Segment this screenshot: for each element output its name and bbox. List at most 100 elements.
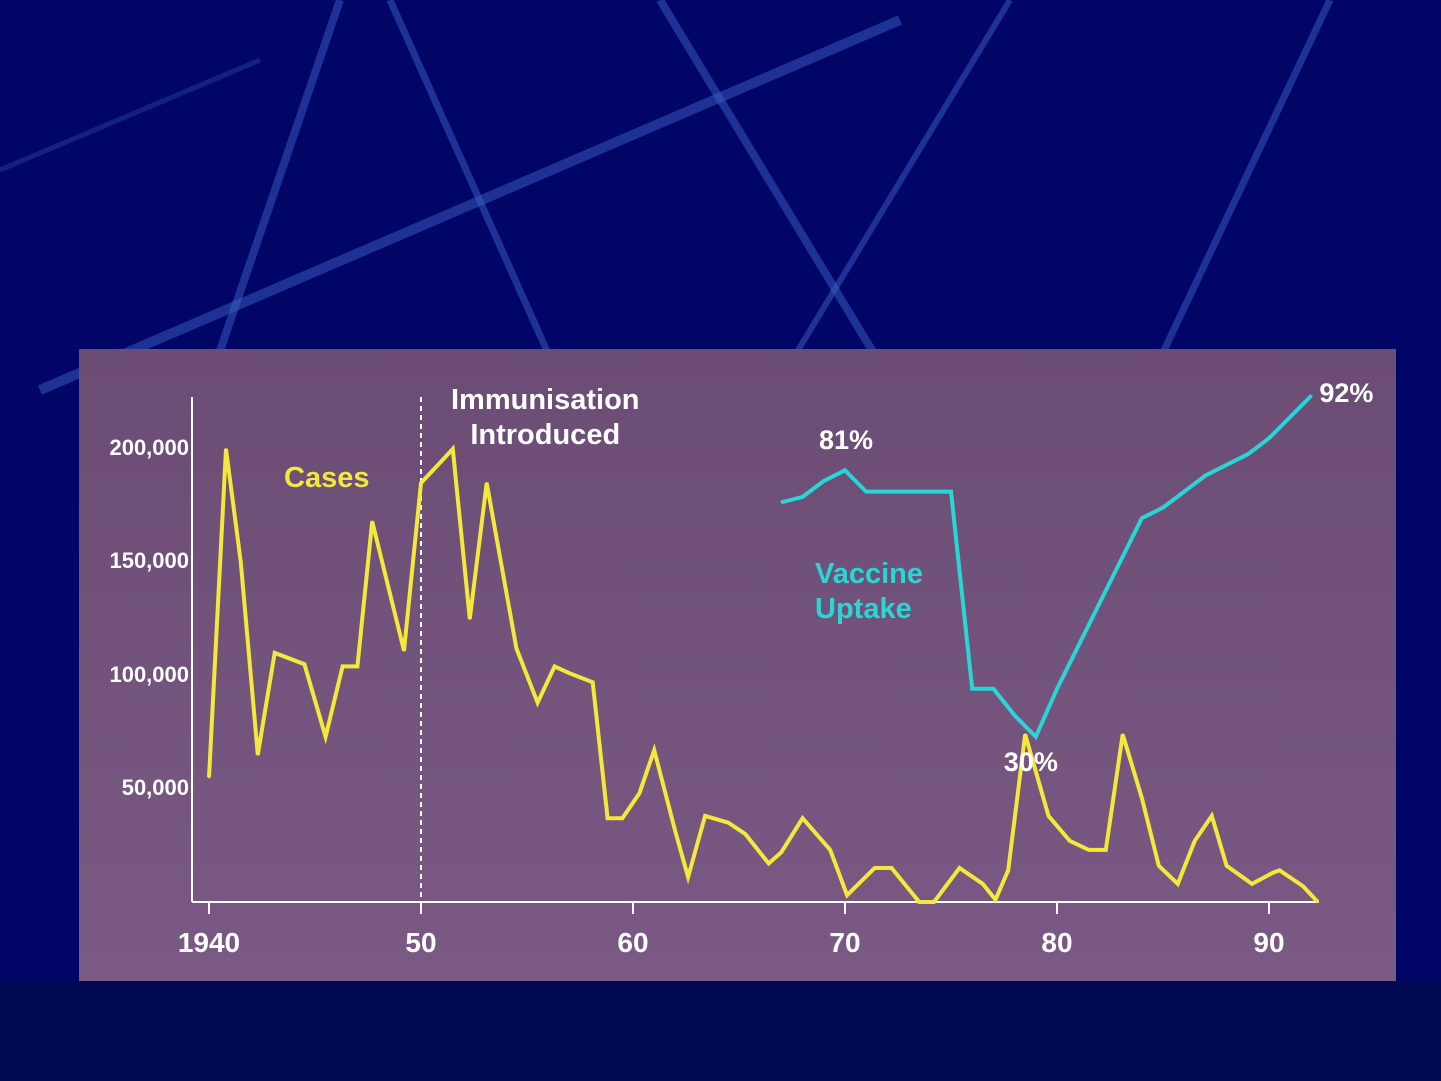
series-0-point: [801, 817, 804, 820]
series-0-point: [744, 833, 747, 836]
series-0-point: [1272, 871, 1275, 874]
series-0-point: [303, 663, 306, 666]
series-label: Cases: [284, 461, 369, 496]
series-0-point: [436, 463, 439, 466]
series-0-point: [451, 448, 454, 450]
series-0-point: [239, 561, 242, 564]
series-0-point: [1301, 885, 1304, 888]
series-0-point: [1157, 864, 1160, 867]
axes: [191, 397, 1319, 914]
series-0-point: [468, 617, 471, 620]
series-0-point: [687, 876, 690, 879]
series-0-point: [591, 681, 594, 684]
plot-area: [191, 394, 1320, 914]
series-1-point: [1289, 415, 1292, 418]
series-0-point: [1007, 869, 1010, 872]
series-1-point: [886, 490, 889, 493]
series-1-point: [1204, 474, 1207, 477]
series-0-point: [829, 848, 832, 851]
series-0-point: [873, 867, 876, 870]
series-0-point: [256, 753, 259, 756]
series-0-point: [568, 672, 571, 675]
series-1-point: [1119, 559, 1122, 562]
series-0-point: [403, 649, 406, 652]
y-tick-label: 100,000: [109, 661, 189, 687]
series-1-point: [1183, 490, 1186, 493]
series-0-point: [420, 481, 422, 484]
series-0-point: [780, 851, 783, 854]
series-1-point: [865, 490, 868, 493]
x-tick-label: 60: [617, 927, 649, 958]
series-1-point: [822, 479, 825, 482]
series-1-point: [907, 490, 910, 493]
series-0-point: [1176, 882, 1179, 885]
series-layer: [207, 394, 1320, 904]
series-0-point: [606, 817, 609, 820]
series-0-point: [727, 821, 730, 824]
series-line-1: [780, 394, 1313, 741]
series-1-point: [1077, 645, 1080, 648]
series-0-point: [1121, 733, 1124, 736]
series-0-point: [273, 651, 276, 654]
series-0-point: [674, 830, 677, 833]
series-1-point: [928, 490, 931, 493]
series-1-point: [950, 490, 952, 493]
series-0-point: [890, 867, 893, 870]
series-0-point: [653, 749, 656, 752]
series-1-point: [1140, 517, 1143, 520]
series-0-point: [324, 735, 327, 738]
x-tick-label: 1940: [177, 927, 241, 958]
data-label: 81%: [819, 425, 874, 456]
series-line-0: [207, 444, 1320, 904]
series-0-point: [1210, 814, 1213, 817]
series-0-point: [1193, 839, 1196, 842]
series-1-point: [1013, 714, 1016, 717]
series-label: Vaccine Uptake: [815, 557, 923, 627]
series-1-point: [1056, 687, 1058, 690]
series-0-point: [704, 814, 707, 817]
series-0-point: [994, 898, 997, 901]
y-tick-label: 200,000: [109, 435, 189, 460]
x-tick-label: 70: [829, 927, 861, 958]
series-0-point: [918, 901, 921, 903]
series-0-point: [1140, 796, 1143, 799]
series-0-point: [981, 882, 984, 885]
series-0-point: [536, 701, 539, 704]
x-tick-label: 90: [1253, 927, 1285, 958]
series-0-point: [621, 817, 624, 820]
series-0-point: [1087, 848, 1090, 851]
series-0-point: [341, 665, 344, 668]
series-1-point: [992, 687, 995, 690]
series-label-line: Cases: [284, 462, 370, 494]
series-0-point: [1024, 733, 1027, 736]
series-1-point: [1268, 437, 1270, 440]
bottom-band: [0, 981, 1441, 1081]
series-label-line: Vaccine: [815, 558, 924, 590]
series-1-point: [1034, 735, 1037, 738]
data-label: 92%: [1319, 377, 1374, 408]
series-0-point: [1047, 814, 1050, 817]
series-1-point: [1246, 453, 1249, 456]
series-1-point: [971, 687, 974, 690]
series-0-point: [553, 665, 556, 668]
series-1-point: [1225, 463, 1228, 466]
series-1-point: [1098, 602, 1101, 605]
series-0-point: [1225, 864, 1228, 867]
event-label-line: Immunisation: [451, 384, 640, 416]
series-1-point: [780, 501, 783, 504]
series-0-point: [846, 894, 849, 897]
series-0-point: [1278, 869, 1281, 872]
series-0-point: [515, 647, 518, 650]
series-0-point: [356, 665, 359, 668]
series-0-point: [958, 867, 961, 870]
data-label: 30%: [1003, 746, 1058, 777]
event-label: Immunisation Introduced: [451, 383, 640, 453]
x-tick-label: 80: [1041, 927, 1073, 958]
x-tick-label: 50: [405, 927, 437, 958]
series-0-point: [208, 776, 210, 779]
series-0-point: [638, 792, 641, 795]
y-tick-label: 150,000: [109, 548, 189, 574]
series-0-point: [485, 481, 488, 484]
series-0-point: [767, 862, 770, 865]
series-1-point: [801, 495, 804, 498]
